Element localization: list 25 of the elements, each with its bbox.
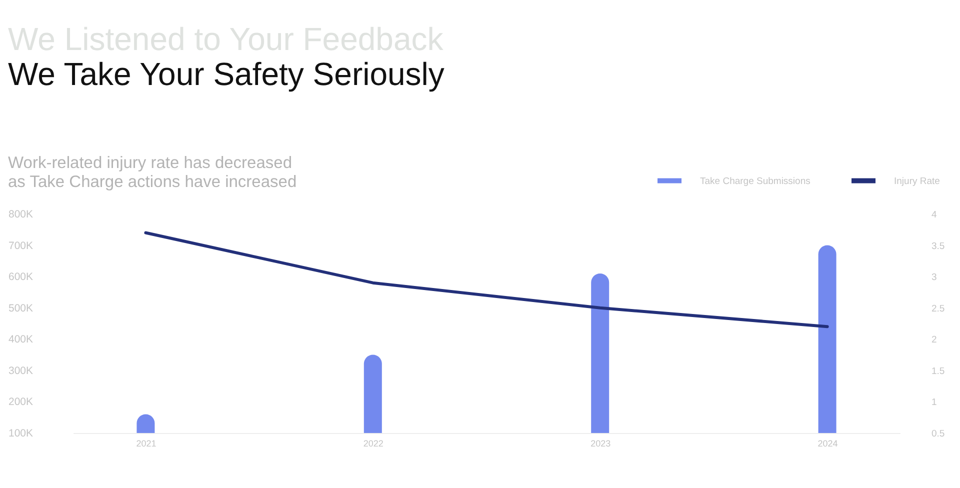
y-tick-label: 300K bbox=[8, 364, 34, 377]
y-tick-label: 500K bbox=[8, 302, 34, 314]
y2-tick-label: 3.5 bbox=[932, 240, 945, 252]
y2-tick-label: 4 bbox=[932, 210, 937, 220]
y2-tick-label: 1.5 bbox=[932, 366, 945, 377]
x-tick-label: 2022 bbox=[363, 438, 384, 448]
y-tick-label: 400K bbox=[8, 334, 34, 346]
x-tick-label: 2023 bbox=[590, 438, 611, 448]
y2-tick-label: 2.5 bbox=[932, 303, 945, 314]
y2-tick-label: 2 bbox=[932, 334, 937, 346]
y2-tick-label: 1 bbox=[932, 397, 937, 408]
y-tick-label: 100K bbox=[8, 428, 34, 440]
y-tick-label: 200K bbox=[8, 396, 34, 408]
legend-label: Take Charge Submissions bbox=[700, 176, 811, 187]
y-tick-label: 600K bbox=[8, 271, 34, 284]
y-tick-label: 800K bbox=[8, 208, 34, 220]
y-tick-label: 700K bbox=[8, 240, 34, 252]
y2-tick-label: 0.5 bbox=[932, 428, 945, 440]
y2-tick-label: 3 bbox=[932, 272, 937, 284]
x-tick-label: 2024 bbox=[818, 438, 838, 448]
chart-title: We Take Your Safety Seriously bbox=[8, 56, 444, 92]
x-tick-label: 2021 bbox=[136, 438, 156, 448]
legend-label: Injury Rate bbox=[894, 176, 940, 187]
line-series bbox=[144, 231, 829, 328]
chart-subtitle: Work-related injury rate has decreased as Take Charge actions have increased bbox=[8, 154, 298, 191]
